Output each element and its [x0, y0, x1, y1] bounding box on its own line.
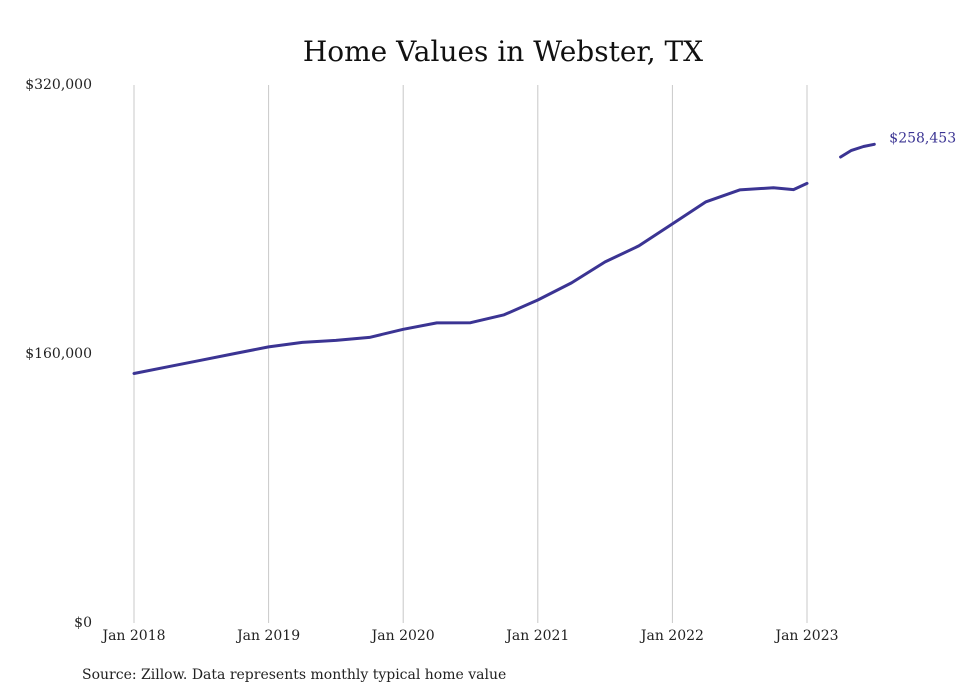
x-tick-label-2: Jan 2020 — [370, 628, 435, 644]
annotations: $258,453 — [889, 130, 956, 146]
grid-lines — [133, 85, 808, 623]
value-annotation-0: $258,453 — [889, 130, 956, 146]
x-tick-label-4: Jan 2022 — [639, 628, 704, 644]
x-tick-label-5: Jan 2023 — [773, 628, 838, 644]
series-lines — [132, 142, 876, 375]
y-tick-label-1: $160,000 — [25, 346, 92, 362]
y-axis-ticks: $0 $160,000 $320,000 — [25, 77, 92, 631]
x-tick-label-3: Jan 2021 — [504, 628, 569, 644]
y-tick-label-0: $0 — [74, 615, 92, 631]
series-line-segment-1 — [839, 142, 876, 159]
x-axis-ticks: Jan 2018 Jan 2019 Jan 2020 Jan 2021 Jan 2022… — [100, 628, 838, 644]
chart-title: Home Values in Webster, TX — [303, 35, 703, 68]
x-tick-label-0: Jan 2018 — [100, 628, 165, 644]
x-tick-label-1: Jan 2019 — [235, 628, 300, 644]
series-line-segment-0 — [132, 181, 809, 375]
source-note: Source: Zillow. Data represents monthly … — [82, 667, 507, 683]
y-tick-label-2: $320,000 — [25, 77, 92, 93]
